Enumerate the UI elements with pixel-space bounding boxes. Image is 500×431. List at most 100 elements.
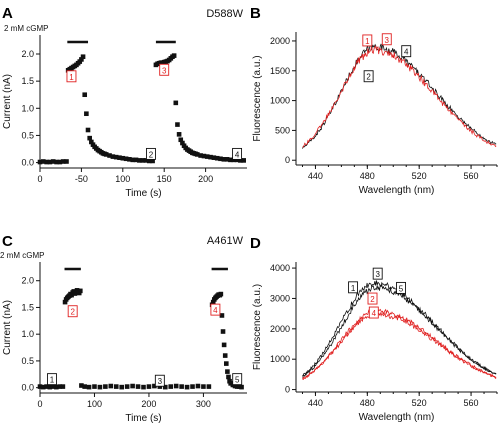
- panel-b-marker-label: 2: [366, 73, 371, 82]
- panel-b-marker-box: [381, 33, 392, 46]
- panel-a-data-point: [195, 152, 200, 157]
- panel-a-data-point: [79, 57, 84, 62]
- panel-c-y-tick-label: 0.5: [21, 356, 34, 366]
- panel-c-data-point: [219, 313, 225, 318]
- panel-c-data-point: [108, 383, 114, 389]
- panel-c-data-point: [54, 384, 59, 390]
- panel-c-data-point: [62, 299, 68, 305]
- panel-b-x-tick-label: 480: [360, 171, 375, 181]
- panel-c-marker-box: [67, 305, 78, 318]
- panel-a-current-trace: 0 -50 100 150 200 0.0 0.5 1.0 1.5 2.0 Time (s) Curr…: [2, 8, 247, 199]
- panel-c-data-point: [57, 384, 62, 389]
- panel-c-data-point: [97, 384, 103, 390]
- panel-b-x-axis-title: Wavelength (nm): [359, 185, 435, 196]
- panel-c-data-point: [135, 384, 141, 389]
- panel-c-data-point: [37, 384, 43, 389]
- panel-a-x-tick-label: -50: [75, 174, 88, 184]
- panel-c-x-tick-label: 300: [196, 399, 211, 409]
- panel-c-y-tick-label: 2.0: [21, 276, 34, 286]
- panel-b-marker-box: [363, 70, 374, 83]
- panel-a-data-point: [103, 152, 109, 157]
- panel-c-data-point: [44, 384, 49, 389]
- panel-c-data-point: [103, 384, 108, 389]
- panel-d-fluorescence-spectra: 440 480 520 560 0 1000 2000 3000 4000 Wavelength …: [252, 262, 498, 423]
- panel-c-x-tick-label: 200: [141, 399, 156, 409]
- panel-a-data-point: [37, 159, 43, 165]
- panel-c-marker-label: 2: [70, 308, 75, 317]
- panel-a-data-point: [214, 155, 220, 161]
- panel-a-data-point: [198, 153, 203, 158]
- panel-a-data-point: [47, 159, 53, 165]
- panel-a-data-point: [140, 158, 145, 163]
- panel-c-data-point: [222, 353, 228, 358]
- panel-c-data-point: [92, 384, 97, 389]
- panel-c-marker-box: [154, 374, 165, 387]
- panel-d-marker-label: 3: [375, 270, 380, 279]
- panel-c-data-point: [113, 384, 119, 389]
- panel-c-data-point: [86, 384, 92, 390]
- panel-c-data-point: [152, 383, 157, 389]
- panel-c-x-tick-label: 0: [37, 399, 42, 409]
- panel-a-data-point: [218, 156, 223, 162]
- panel-d-marker-box: [367, 292, 378, 305]
- panel-d-y-tick-label: 2000: [270, 324, 290, 334]
- panel-a-y-tick-label: 1.0: [21, 103, 34, 113]
- panel-c-data-point: [47, 384, 53, 390]
- panel-c-data-point: [224, 361, 229, 366]
- panel-b-x-tick-label: 520: [412, 171, 427, 181]
- panel-b-marker-label: 4: [404, 48, 409, 57]
- panel-c-data-point: [179, 384, 184, 389]
- panel-c-data-point: [40, 384, 46, 390]
- panel-a-marker-box: [232, 147, 243, 160]
- panel-a-data-point: [64, 159, 69, 164]
- panel-a-marker-box: [66, 70, 77, 83]
- panel-a-data-point: [143, 158, 149, 163]
- panel-c-data-point: [218, 291, 224, 297]
- panel-c-data-point: [210, 299, 216, 305]
- panel-b-marker-box: [401, 45, 412, 58]
- panel-c-data-point: [168, 384, 174, 389]
- panel-c-data-point: [78, 288, 83, 294]
- panel-c-stimulus-label: 2 mM cGMP: [0, 251, 44, 260]
- panel-a-y-tick-label: 0.0: [21, 158, 34, 168]
- panel-letter-c: C: [2, 233, 13, 250]
- panel-c-x-axis-title: Time (s): [125, 413, 161, 424]
- panel-a-x-tick-label: 0: [37, 174, 42, 184]
- panel-a-data-point: [228, 157, 233, 163]
- panel-a-x-tick-label: 200: [198, 174, 213, 184]
- panel-c-data-point: [162, 384, 168, 390]
- panel-a-data-point: [171, 53, 177, 58]
- panel-a-data-point: [204, 154, 210, 159]
- panel-b-x-tick-label: 560: [464, 171, 479, 181]
- panel-b-y-tick-label: 1000: [270, 96, 290, 106]
- panel-b-marker-label: 3: [385, 36, 390, 45]
- panel-a-x-tick-label: 150: [157, 174, 172, 184]
- panel-d-marker-box: [396, 281, 406, 294]
- panel-b-series-red-line: [302, 45, 497, 148]
- panel-c-data-point: [69, 292, 74, 298]
- panel-c-marker-box: [47, 373, 57, 386]
- panel-a-data-point: [89, 139, 94, 145]
- panel-d-series-red-line: [302, 310, 497, 380]
- panel-a-data-point: [117, 155, 122, 160]
- panel-d-marker-label: 1: [351, 284, 356, 293]
- panel-c-data-point: [130, 383, 135, 389]
- panel-d-y-tick-label: 4000: [270, 263, 290, 273]
- panel-a-data-point: [123, 156, 129, 162]
- panel-c-data-point: [82, 384, 87, 389]
- panel-a-data-point: [211, 155, 217, 160]
- panel-a-data-point: [120, 155, 126, 161]
- panel-c-data-point: [221, 342, 227, 348]
- panel-c-data-point: [226, 374, 231, 380]
- panel-a-data-point: [107, 153, 112, 158]
- panel-c-marker-label: 1: [50, 376, 55, 385]
- panel-a-marker-label: 1: [69, 73, 74, 82]
- panel-b-x-tick-label: 440: [308, 171, 323, 181]
- panel-a-data-point: [110, 154, 116, 159]
- panel-c-marker-label: 5: [235, 376, 240, 385]
- panel-a-data-point: [87, 135, 92, 141]
- panel-c-marker-box: [232, 373, 243, 386]
- panel-a-y-tick-label: 2.0: [21, 49, 34, 59]
- panel-a-data-point: [41, 159, 46, 164]
- panel-c-data-point: [206, 384, 212, 389]
